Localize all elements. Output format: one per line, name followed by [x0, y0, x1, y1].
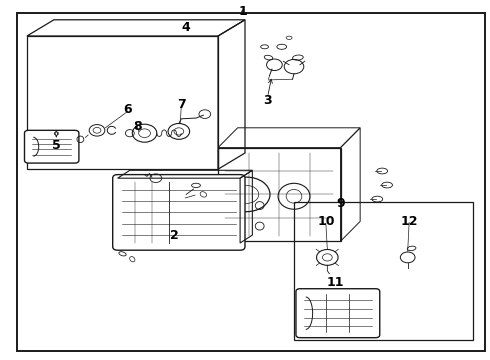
Text: 1: 1: [238, 5, 247, 18]
FancyBboxPatch shape: [24, 130, 79, 163]
Text: 8: 8: [133, 120, 142, 132]
FancyBboxPatch shape: [296, 289, 380, 338]
Bar: [27, 36, 218, 169]
Text: 12: 12: [400, 215, 418, 228]
Text: 10: 10: [317, 215, 335, 228]
Bar: [294, 202, 473, 340]
Text: 2: 2: [170, 229, 178, 242]
Text: 6: 6: [123, 103, 132, 116]
Text: 11: 11: [327, 276, 344, 289]
Text: 9: 9: [336, 197, 345, 210]
Bar: [218, 148, 341, 241]
Text: 3: 3: [263, 94, 271, 107]
Text: 7: 7: [177, 98, 186, 111]
FancyBboxPatch shape: [113, 175, 245, 250]
Text: 5: 5: [52, 139, 61, 152]
Text: 4: 4: [182, 21, 191, 33]
